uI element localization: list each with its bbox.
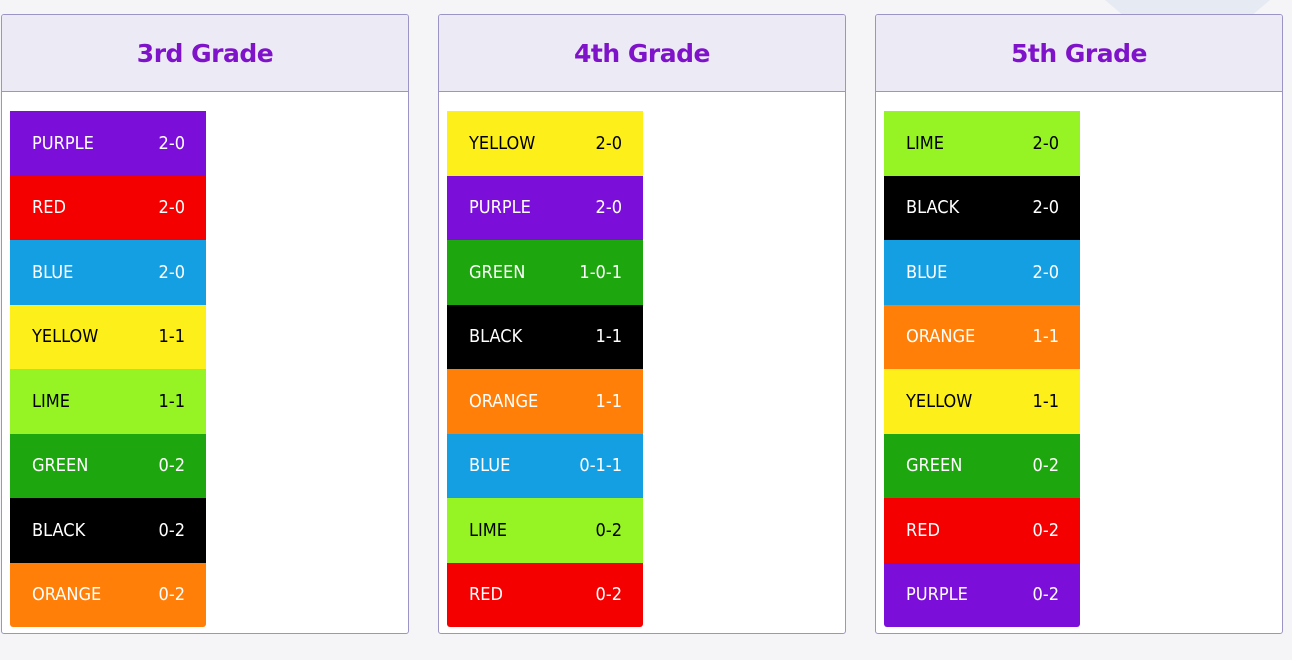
card-title: 4th Grade	[574, 38, 710, 68]
team-row: YELLOW 1-1	[884, 369, 1080, 434]
team-record: 0-2	[595, 519, 622, 541]
team-row: PURPLE 2-0	[10, 111, 206, 176]
team-name: BLUE	[906, 261, 948, 283]
standings-list: YELLOW 2-0 PURPLE 2-0 GREEN 1-0-1 BLACK 1-1 ORAN…	[447, 111, 643, 627]
team-name: GREEN	[469, 261, 526, 283]
grade-card-3rd: 3rd Grade PURPLE 2-0 RED 2-0 BLUE 2-0 YELLOW 1-…	[1, 14, 409, 634]
team-record: 1-1	[595, 390, 622, 412]
team-name: LIME	[469, 519, 507, 541]
team-name: RED	[906, 519, 940, 541]
grade-card-5th: 5th Grade LIME 2-0 BLACK 2-0 BLUE 2-0 ORANGE 1-…	[875, 14, 1283, 634]
team-record: 1-1	[1032, 326, 1059, 348]
team-record: 0-1-1	[579, 455, 622, 477]
team-name: BLUE	[32, 261, 74, 283]
team-record: 2-0	[595, 197, 622, 219]
standings-list: LIME 2-0 BLACK 2-0 BLUE 2-0 ORANGE 1-1 YELLOW 1-1…	[884, 111, 1080, 627]
team-record: 2-0	[595, 132, 622, 154]
team-row: RED 0-2	[447, 562, 643, 627]
team-name: PURPLE	[906, 584, 968, 606]
team-name: BLACK	[32, 519, 86, 541]
card-title: 3rd Grade	[136, 38, 274, 68]
team-name: GREEN	[32, 455, 89, 477]
team-row: ORANGE 0-2	[10, 562, 206, 627]
team-name: YELLOW	[469, 132, 536, 154]
team-record: 2-0	[158, 197, 185, 219]
team-row: LIME 1-1	[10, 369, 206, 434]
team-name: RED	[469, 584, 503, 606]
team-record: 2-0	[1032, 132, 1059, 154]
team-name: ORANGE	[469, 390, 539, 412]
team-name: YELLOW	[906, 390, 973, 412]
card-header: 4th Grade	[439, 15, 845, 92]
team-row: ORANGE 1-1	[447, 369, 643, 434]
team-record: 0-2	[158, 455, 185, 477]
team-name: PURPLE	[469, 197, 531, 219]
team-record: 0-2	[158, 519, 185, 541]
team-row: GREEN 0-2	[10, 433, 206, 498]
team-record: 1-0-1	[579, 261, 622, 283]
team-record: 1-1	[158, 390, 185, 412]
team-name: LIME	[32, 390, 70, 412]
team-row: BLUE 0-1-1	[447, 433, 643, 498]
team-record: 1-1	[158, 326, 185, 348]
grade-card-4th: 4th Grade YELLOW 2-0 PURPLE 2-0 GREEN 1-0-1 BL…	[438, 14, 846, 634]
team-row: BLUE 2-0	[10, 240, 206, 305]
team-record: 2-0	[1032, 197, 1059, 219]
team-record: 2-0	[1032, 261, 1059, 283]
team-row: LIME 2-0	[884, 111, 1080, 176]
team-record: 2-0	[158, 132, 185, 154]
team-record: 0-2	[158, 584, 185, 606]
team-name: RED	[32, 197, 66, 219]
team-row: GREEN 0-2	[884, 433, 1080, 498]
team-name: BLUE	[469, 455, 511, 477]
team-record: 1-1	[1032, 390, 1059, 412]
team-record: 0-2	[595, 584, 622, 606]
team-name: ORANGE	[32, 584, 102, 606]
team-name: BLACK	[469, 326, 523, 348]
team-name: YELLOW	[32, 326, 99, 348]
team-name: LIME	[906, 132, 944, 154]
standings-list: PURPLE 2-0 RED 2-0 BLUE 2-0 YELLOW 1-1 LIME 1-1 GR…	[10, 111, 206, 627]
team-row: RED 0-2	[884, 498, 1080, 563]
card-header: 5th Grade	[876, 15, 1282, 92]
team-record: 0-2	[1032, 584, 1059, 606]
team-row: YELLOW 1-1	[10, 304, 206, 369]
team-record: 0-2	[1032, 519, 1059, 541]
team-row: PURPLE 0-2	[884, 562, 1080, 627]
team-row: YELLOW 2-0	[447, 111, 643, 176]
team-name: BLACK	[906, 197, 960, 219]
team-record: 0-2	[1032, 455, 1059, 477]
team-name: ORANGE	[906, 326, 976, 348]
team-row: BLUE 2-0	[884, 240, 1080, 305]
team-record: 2-0	[158, 261, 185, 283]
team-row: ORANGE 1-1	[884, 304, 1080, 369]
team-row: GREEN 1-0-1	[447, 240, 643, 305]
team-row: BLACK 0-2	[10, 498, 206, 563]
decorative-banner-shape	[1105, 0, 1270, 14]
team-name: GREEN	[906, 455, 963, 477]
team-row: BLACK 1-1	[447, 304, 643, 369]
team-record: 1-1	[595, 326, 622, 348]
team-row: BLACK 2-0	[884, 175, 1080, 240]
team-name: PURPLE	[32, 132, 94, 154]
team-row: LIME 0-2	[447, 498, 643, 563]
team-row: RED 2-0	[10, 175, 206, 240]
team-row: PURPLE 2-0	[447, 175, 643, 240]
card-header: 3rd Grade	[2, 15, 408, 92]
card-title: 5th Grade	[1011, 38, 1147, 68]
